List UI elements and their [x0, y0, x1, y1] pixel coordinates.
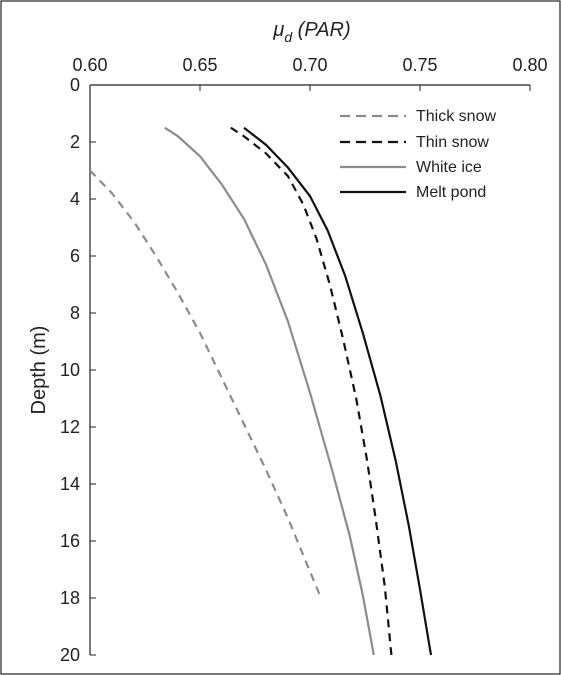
x-axis-title-suffix: (PAR): [292, 19, 351, 41]
x-axis-title-sub: d: [284, 29, 293, 45]
y-tick-label: 20: [60, 645, 80, 665]
y-tick-label: 2: [70, 132, 80, 152]
x-tick-label: 0.65: [182, 55, 217, 75]
x-tick-label: 0.80: [512, 55, 547, 75]
legend: Thick snow Thin snow White ice Melt pond: [340, 108, 496, 201]
y-tick-label: 12: [60, 417, 80, 437]
legend-label-white-ice: White ice: [416, 159, 482, 176]
x-axis-title: μd (PAR): [272, 19, 350, 45]
y-tick-label: 4: [70, 189, 80, 209]
x-tick-label: 0.70: [292, 55, 327, 75]
x-axis-title-main: μ: [272, 19, 284, 41]
y-tick-label: 18: [60, 588, 80, 608]
series-line-thick-snow: [89, 169, 323, 599]
plot-axes: [89, 84, 531, 656]
series-line-white-ice: [164, 126, 375, 656]
legend-label-thick-snow: Thick snow: [416, 108, 496, 125]
y-tick-labels: 0 2 4 6 8 10 12 14 16 18 20: [60, 75, 80, 665]
x-tick-label: 0.75: [402, 55, 437, 75]
x-tick-label: 0.60: [72, 55, 107, 75]
x-tick-labels: 0.60 0.65 0.70 0.75 0.80: [72, 55, 547, 75]
y-tick-label: 16: [60, 531, 80, 551]
series-layer: [89, 126, 433, 656]
legend-label-thin-snow: Thin snow: [416, 134, 489, 151]
legend-label-melt-pond: Melt pond: [416, 184, 486, 201]
y-tick-label: 6: [70, 246, 80, 266]
y-tick-label: 8: [70, 303, 80, 323]
y-axis-title: Depth (m): [28, 326, 50, 415]
y-tick-label: 14: [60, 474, 80, 494]
series-line-thin-snow: [230, 126, 393, 656]
series-line-melt-pond: [243, 126, 433, 656]
y-tick-label: 0: [70, 75, 80, 95]
y-tick-label: 10: [60, 360, 80, 380]
